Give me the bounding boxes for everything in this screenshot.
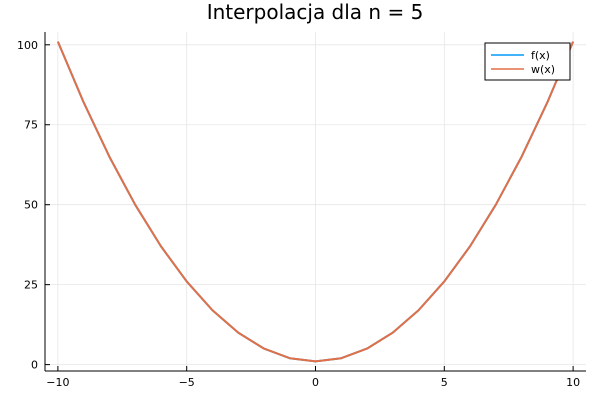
series-lines [56,41,575,363]
y-tick-label-1: 25 [24,279,38,292]
x-tick-label-4: 10 [566,376,580,389]
legend-label-w: w(x) [531,63,555,76]
x-tick-label-0: −10 [46,376,69,389]
x-tick-label-2: 0 [312,376,319,389]
y-tick-label-4: 100 [17,39,38,52]
y-tick-label-2: 50 [24,199,38,212]
legend: f(x) w(x) [484,42,571,81]
x-tick-label-1: −5 [179,376,195,389]
series-line-1 [56,41,575,363]
y-tick-label-0: 0 [31,359,38,372]
x-tick-label-3: 5 [441,376,448,389]
grid [45,32,586,371]
chart-title: Interpolacja dla n = 5 [207,0,424,24]
legend-box [484,42,571,81]
legend-label-f: f(x) [531,49,550,62]
y-tick-label-3: 75 [24,119,38,132]
